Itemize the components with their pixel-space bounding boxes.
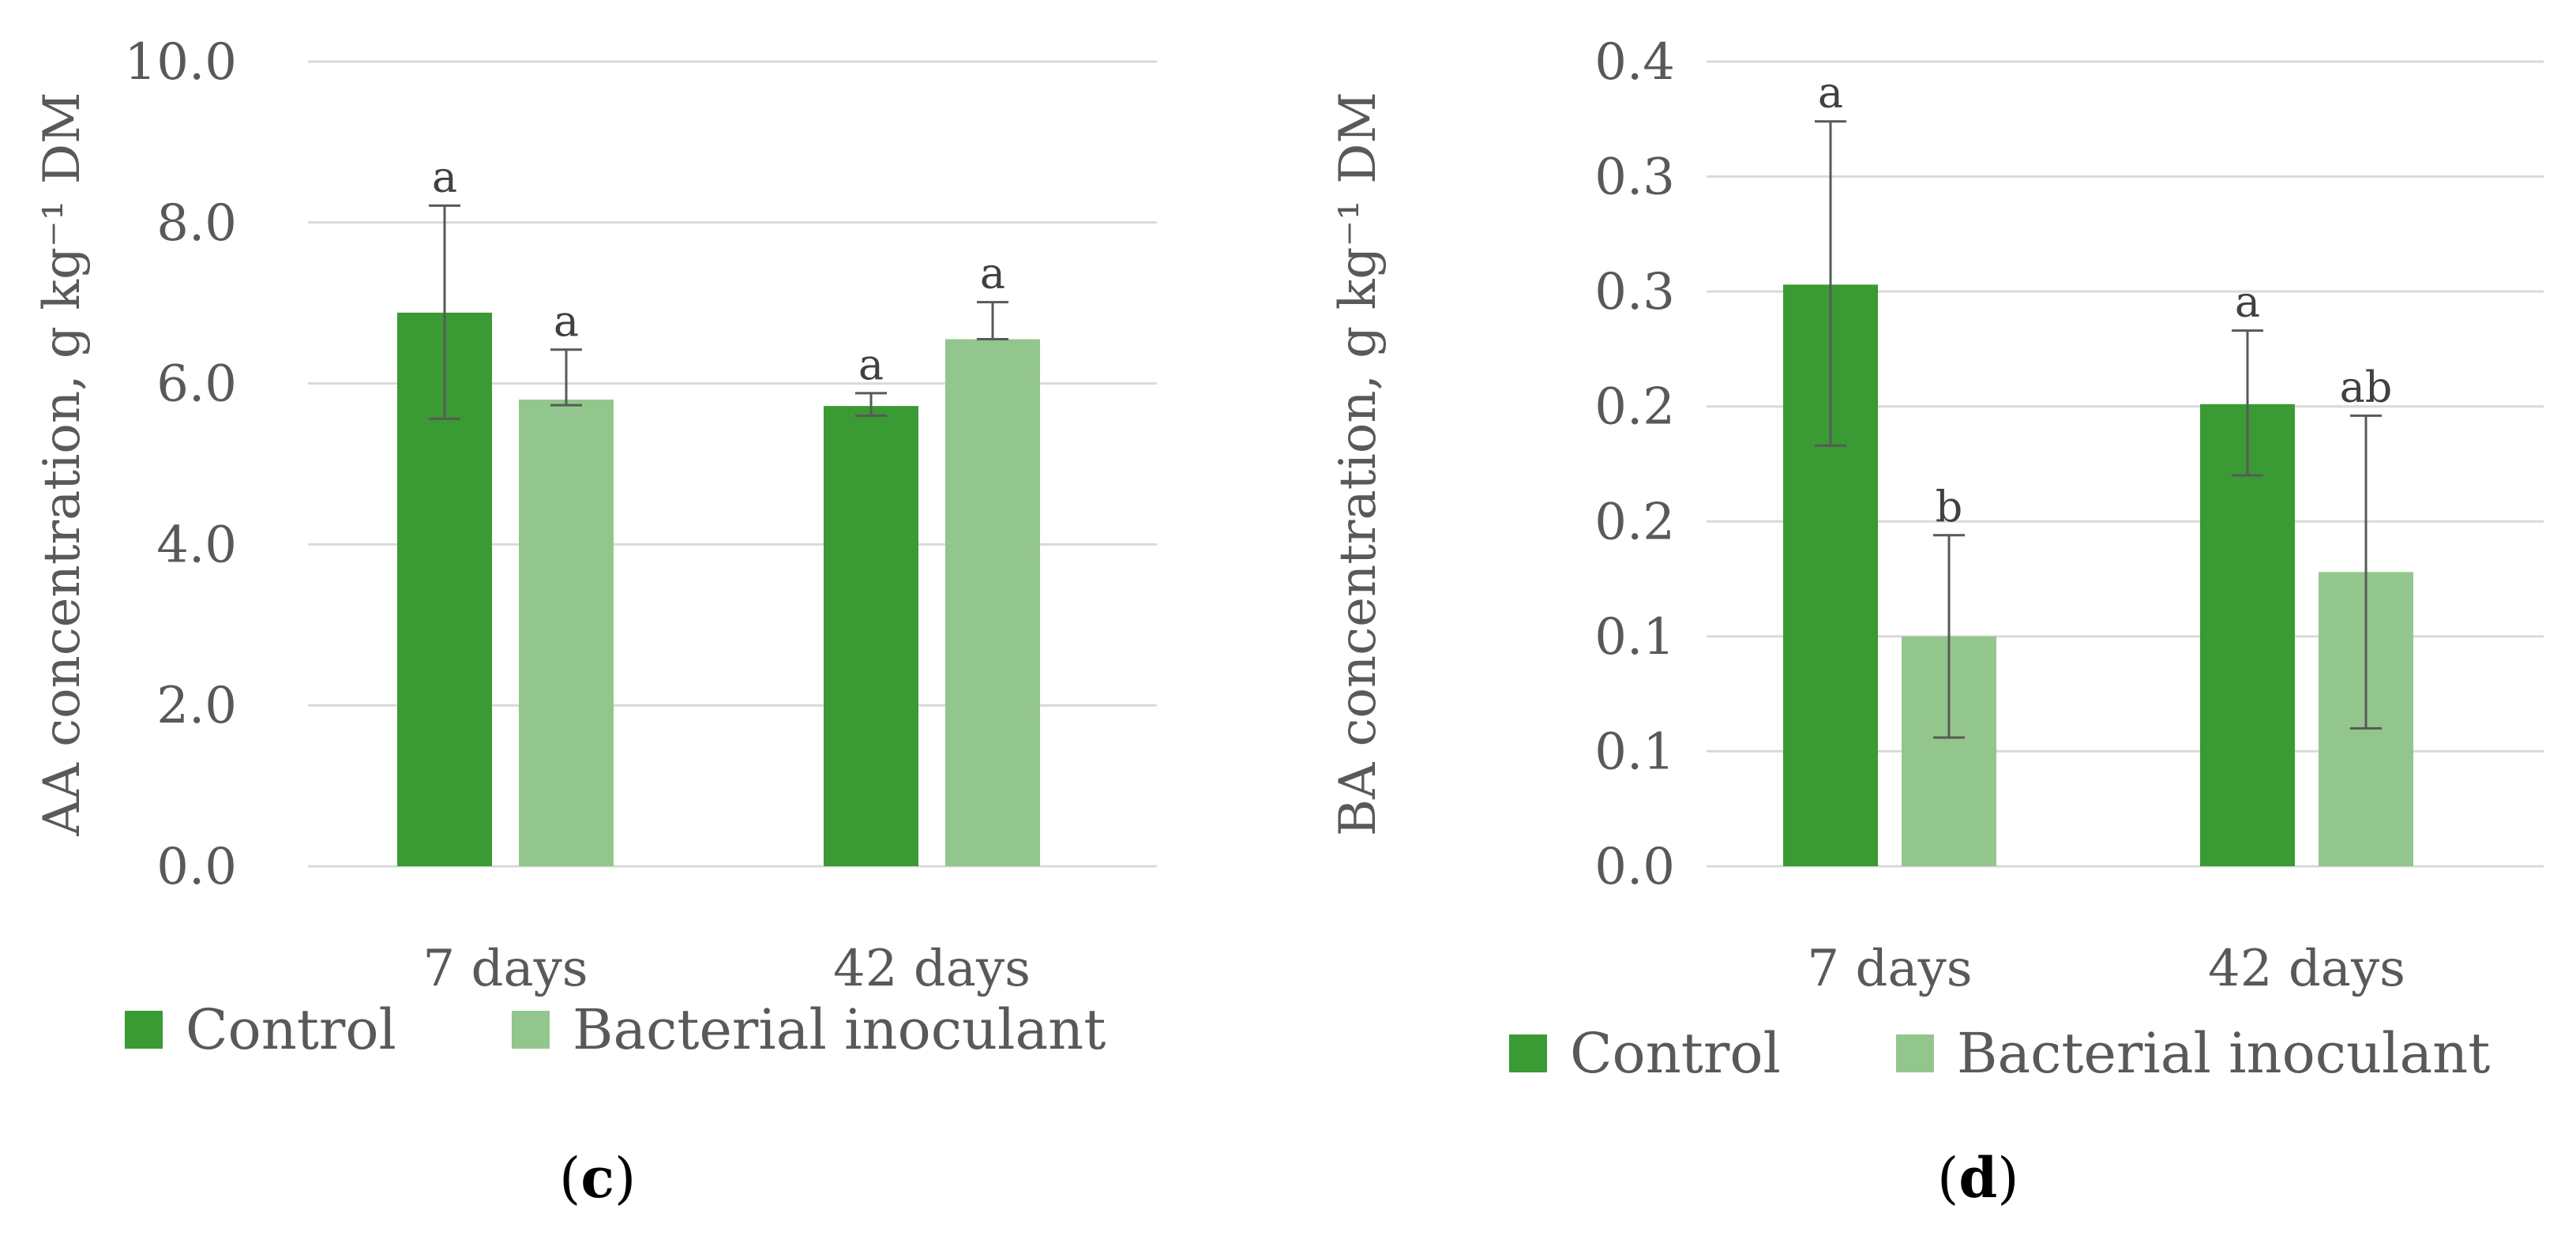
significance-letter: b: [1936, 482, 1963, 531]
chart-d: 0.0 0.1 0.1 0.2 0.2 0.3 0.3 0.4 BA concentration…: [1329, 33, 2544, 1086]
bar-bacterial-inoculant: [945, 339, 1040, 866]
bar-control: [824, 406, 918, 866]
significance-letter: a: [980, 249, 1005, 298]
legend-label: Bacterial inoculant: [1957, 1021, 2490, 1086]
y-tick-label: 2.0: [156, 677, 237, 735]
y-tick-label: 0.1: [1594, 608, 1675, 666]
y-tick-label: 6.0: [156, 355, 237, 414]
legend-label: Bacterial inoculant: [573, 997, 1106, 1062]
legend-swatch: [1509, 1034, 1547, 1072]
bar-control: [2200, 404, 2295, 866]
y-tick-label: 8.0: [156, 194, 237, 253]
y-tick-label: 0.2: [1594, 493, 1675, 551]
legend-swatch: [512, 1011, 550, 1049]
significance-letter: a: [2235, 277, 2260, 327]
panel-caption-d: (d): [1937, 1145, 2019, 1211]
y-axis-label: BA concentration, g kg⁻¹ DM: [1329, 92, 1388, 836]
x-category-label: 7 days: [422, 940, 588, 998]
significance-letter: a: [1818, 68, 1843, 118]
x-category-label: 42 days: [833, 940, 1031, 998]
legend-label: Control: [186, 997, 396, 1062]
x-category-label: 7 days: [1807, 940, 1972, 998]
panel-caption-c: (c): [559, 1145, 636, 1211]
y-tick-label: 0.0: [156, 838, 237, 896]
y-tick-label: 10.0: [125, 33, 238, 92]
significance-letter: ab: [2340, 362, 2393, 411]
legend-swatch: [125, 1011, 163, 1049]
chart-panel-c: 0.0 2.0 4.0 6.0 8.0 10.0 AA concentration, g k…: [33, 33, 1157, 1211]
legend-swatch: [1896, 1034, 1934, 1072]
x-category-label: 42 days: [2208, 940, 2405, 998]
y-tick-label: 0.1: [1594, 723, 1675, 781]
significance-letter: a: [554, 296, 579, 346]
significance-letter: a: [858, 340, 884, 389]
y-tick-label: 0.3: [1594, 148, 1675, 207]
chart-c: 0.0 2.0 4.0 6.0 8.0 10.0 AA concentration, g k…: [33, 33, 1157, 1062]
y-tick-label: 4.0: [156, 516, 237, 574]
y-tick-label: 0.0: [1594, 838, 1675, 896]
y-tick-label: 0.2: [1594, 378, 1675, 437]
y-tick-label: 0.3: [1594, 263, 1675, 321]
y-tick-label: 0.4: [1594, 33, 1675, 92]
significance-letter: a: [432, 152, 457, 201]
bar-bacterial-inoculant: [519, 399, 614, 867]
chart-panel-d: 0.0 0.1 0.1 0.2 0.2 0.3 0.3 0.4 BA concentration…: [1288, 0, 2576, 1254]
legend-label: Control: [1570, 1021, 1781, 1086]
y-axis-label: AA concentration, g kg⁻¹ DM: [33, 92, 92, 836]
